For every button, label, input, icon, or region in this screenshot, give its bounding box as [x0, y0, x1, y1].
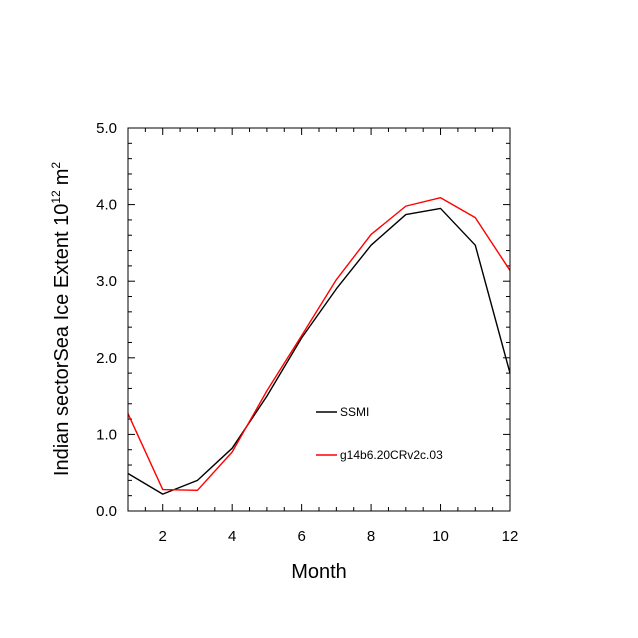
- y-tick-label: 2.0: [96, 350, 117, 367]
- y-tick-label: 5.0: [96, 120, 117, 137]
- legend: SSMI g14b6.20CRv2c.03: [316, 405, 443, 462]
- series-line-model: [127, 197, 511, 492]
- x-axis-title: Month: [291, 561, 347, 583]
- x-tick-label: 10: [432, 528, 449, 545]
- y-tick-label: 3.0: [96, 273, 117, 290]
- x-tick-label: 12: [502, 528, 519, 545]
- x-tick-label: 4: [228, 528, 236, 545]
- y-axis-title-unit: m: [51, 169, 73, 186]
- legend-label-ssmi: SSMI: [340, 405, 369, 419]
- y-tick-label: 4.0: [96, 197, 117, 214]
- x-tick-label: 8: [367, 528, 375, 545]
- y-tick-label: 0.0: [96, 503, 117, 520]
- y-axis-title-exponent: 12: [49, 190, 63, 204]
- x-tick-label: 2: [159, 528, 167, 545]
- y-axis-title-prefix: Indian sectorSea Ice Extent 10: [51, 204, 73, 476]
- plot-frame: [127, 127, 511, 512]
- x-tick-label: 6: [297, 528, 305, 545]
- y-axis-title-unit-exponent: 2: [49, 162, 63, 169]
- y-axis-title: Indian sectorSea Ice Extent 1012 m2: [49, 162, 73, 476]
- x-tick-labels: 2 4 6 8 10 12: [159, 528, 519, 545]
- legend-label-model: g14b6.20CRv2c.03: [340, 448, 443, 462]
- series-layer: [127, 197, 511, 495]
- y-tick-label: 1.0: [96, 426, 117, 443]
- series-line-ssmi: [127, 207, 511, 495]
- axis-ticks: [127, 127, 511, 512]
- y-tick-labels: 0.0 1.0 2.0 3.0 4.0 5.0: [96, 120, 117, 520]
